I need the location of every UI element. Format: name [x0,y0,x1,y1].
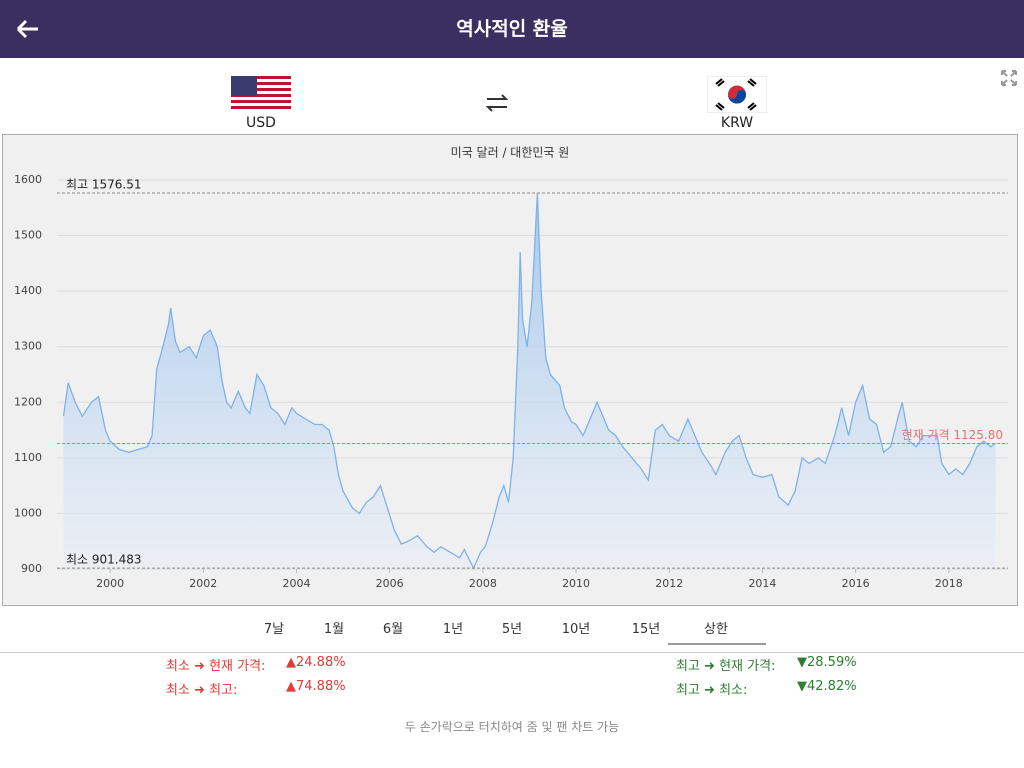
range-tab[interactable]: 15년 [631,622,661,637]
stat-label: 최소 ➜ 현재 가격: [166,659,266,674]
price-line [62,193,996,570]
stat-label: 최고 ➜ 최소: [676,683,748,698]
range-tab[interactable]: 1년 [442,622,464,637]
stat-label: 최고 ➜ 현재 가격: [676,659,776,674]
y-tick-label: 1100 [14,451,42,464]
y-tick-label: 1300 [14,340,42,353]
y-tick-label: 1600 [14,173,42,186]
y-tick-label: 1200 [14,395,42,408]
tab-underline [668,643,766,645]
y-tick-label: 1400 [14,284,42,297]
range-tab[interactable]: 상한 [704,622,728,637]
x-tick-label: 2014 [748,577,776,590]
range-tab[interactable]: 7날 [263,622,285,637]
krw-flag [707,76,767,113]
x-tick-label: 2016 [842,577,870,590]
x-tick-label: 2004 [282,577,310,590]
y-tick-label: 1500 [14,229,42,242]
stat-change: ▼28.59% [797,655,857,670]
y-tick-label: 1000 [14,506,42,519]
x-tick-label: 2012 [655,577,683,590]
fullscreen-button[interactable] [1001,70,1017,86]
usd-flag [231,76,291,113]
stat-change: ▼42.82% [797,679,857,694]
x-tick-label: 2008 [469,577,497,590]
range-tab[interactable]: 6월 [382,622,404,637]
x-tick-label: 2018 [935,577,963,590]
swap-button[interactable] [486,94,508,112]
x-tick-label: 2006 [376,577,404,590]
from-currency[interactable]: USD [246,115,276,131]
annotation-label: 최고 1576.51 [66,178,142,192]
annotation-label: 현재 가격 1125.80 [902,428,1003,442]
x-tick-label: 2000 [96,577,124,590]
stat-change: ▲74.88% [286,679,346,694]
hint-note: 두 손가락으로 터치하여 줌 및 팬 차트 가능 [404,720,620,734]
range-tab[interactable]: 10년 [561,622,591,637]
range-tab[interactable]: 1월 [323,622,345,637]
divider [0,652,1024,653]
chart: 미국 달러 / 대한민국 원 900 1000 1100 1200 1300 1400 15… [14,146,1008,590]
x-tick-label: 2010 [562,577,590,590]
area-fill [63,193,996,569]
header-bar [0,0,1024,58]
annotation-label: 최소 901.483 [66,553,142,567]
to-currency[interactable]: KRW [720,115,754,131]
y-tick-label: 900 [21,562,42,575]
stat-label: 최소 ➜ 최고: [166,683,238,698]
stat-change: ▲24.88% [286,655,346,670]
x-tick-label: 2002 [189,577,217,590]
chart-title: 미국 달러 / 대한민국 원 [451,146,570,160]
range-tab[interactable]: 5년 [501,622,523,637]
page-title: 역사적인 환율 [456,18,568,40]
back-button[interactable] [16,19,40,39]
